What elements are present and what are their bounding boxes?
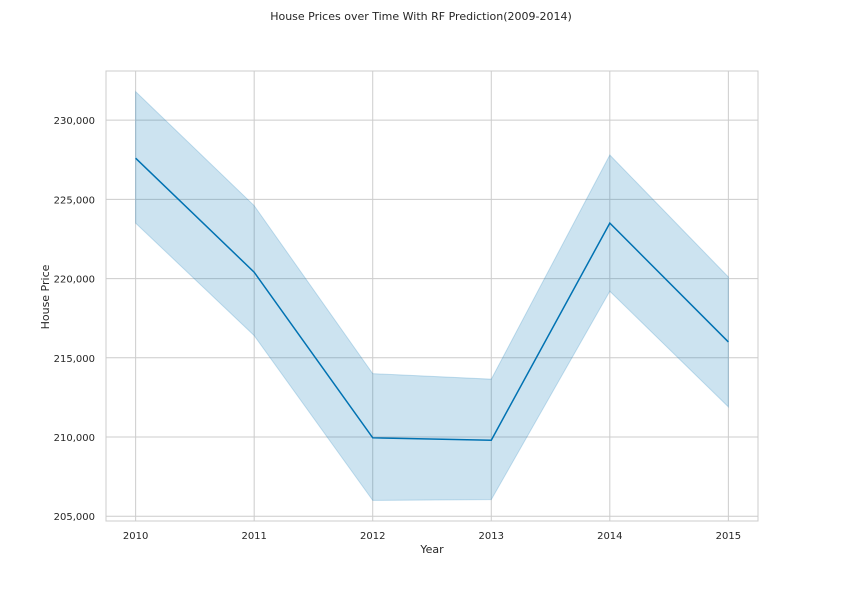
y-tick-label: 230,000 xyxy=(54,116,95,127)
x-tick-label: 2013 xyxy=(479,531,504,542)
confidence-band xyxy=(135,90,729,501)
y-tick-label: 215,000 xyxy=(54,354,95,365)
x-tick-label: 2012 xyxy=(360,531,385,542)
x-tick-label: 2014 xyxy=(597,531,622,542)
series-line-group xyxy=(135,157,729,441)
y-tick-label: 205,000 xyxy=(54,512,95,523)
series-line xyxy=(135,157,729,441)
x-tick-label: 2011 xyxy=(241,531,266,542)
x-axis-label: Year xyxy=(419,543,444,556)
y-tick-label: 220,000 xyxy=(54,275,95,286)
plot-frame xyxy=(105,70,759,522)
chart-title: House Prices over Time With RF Predictio… xyxy=(270,10,572,23)
x-axis-ticks: 2010 2011 2012 2013 2014 2015 xyxy=(123,531,741,542)
x-tick-label: 2015 xyxy=(716,531,741,542)
x-tick-label: 2010 xyxy=(123,531,148,542)
y-tick-label: 225,000 xyxy=(54,195,95,206)
grid xyxy=(106,71,758,521)
y-axis-ticks: 205,000 210,000 215,000 220,000 225,000 230,0… xyxy=(54,116,95,523)
y-tick-label: 210,000 xyxy=(54,433,95,444)
confidence-band-group xyxy=(135,90,729,501)
y-axis-label: House Price xyxy=(39,264,52,329)
